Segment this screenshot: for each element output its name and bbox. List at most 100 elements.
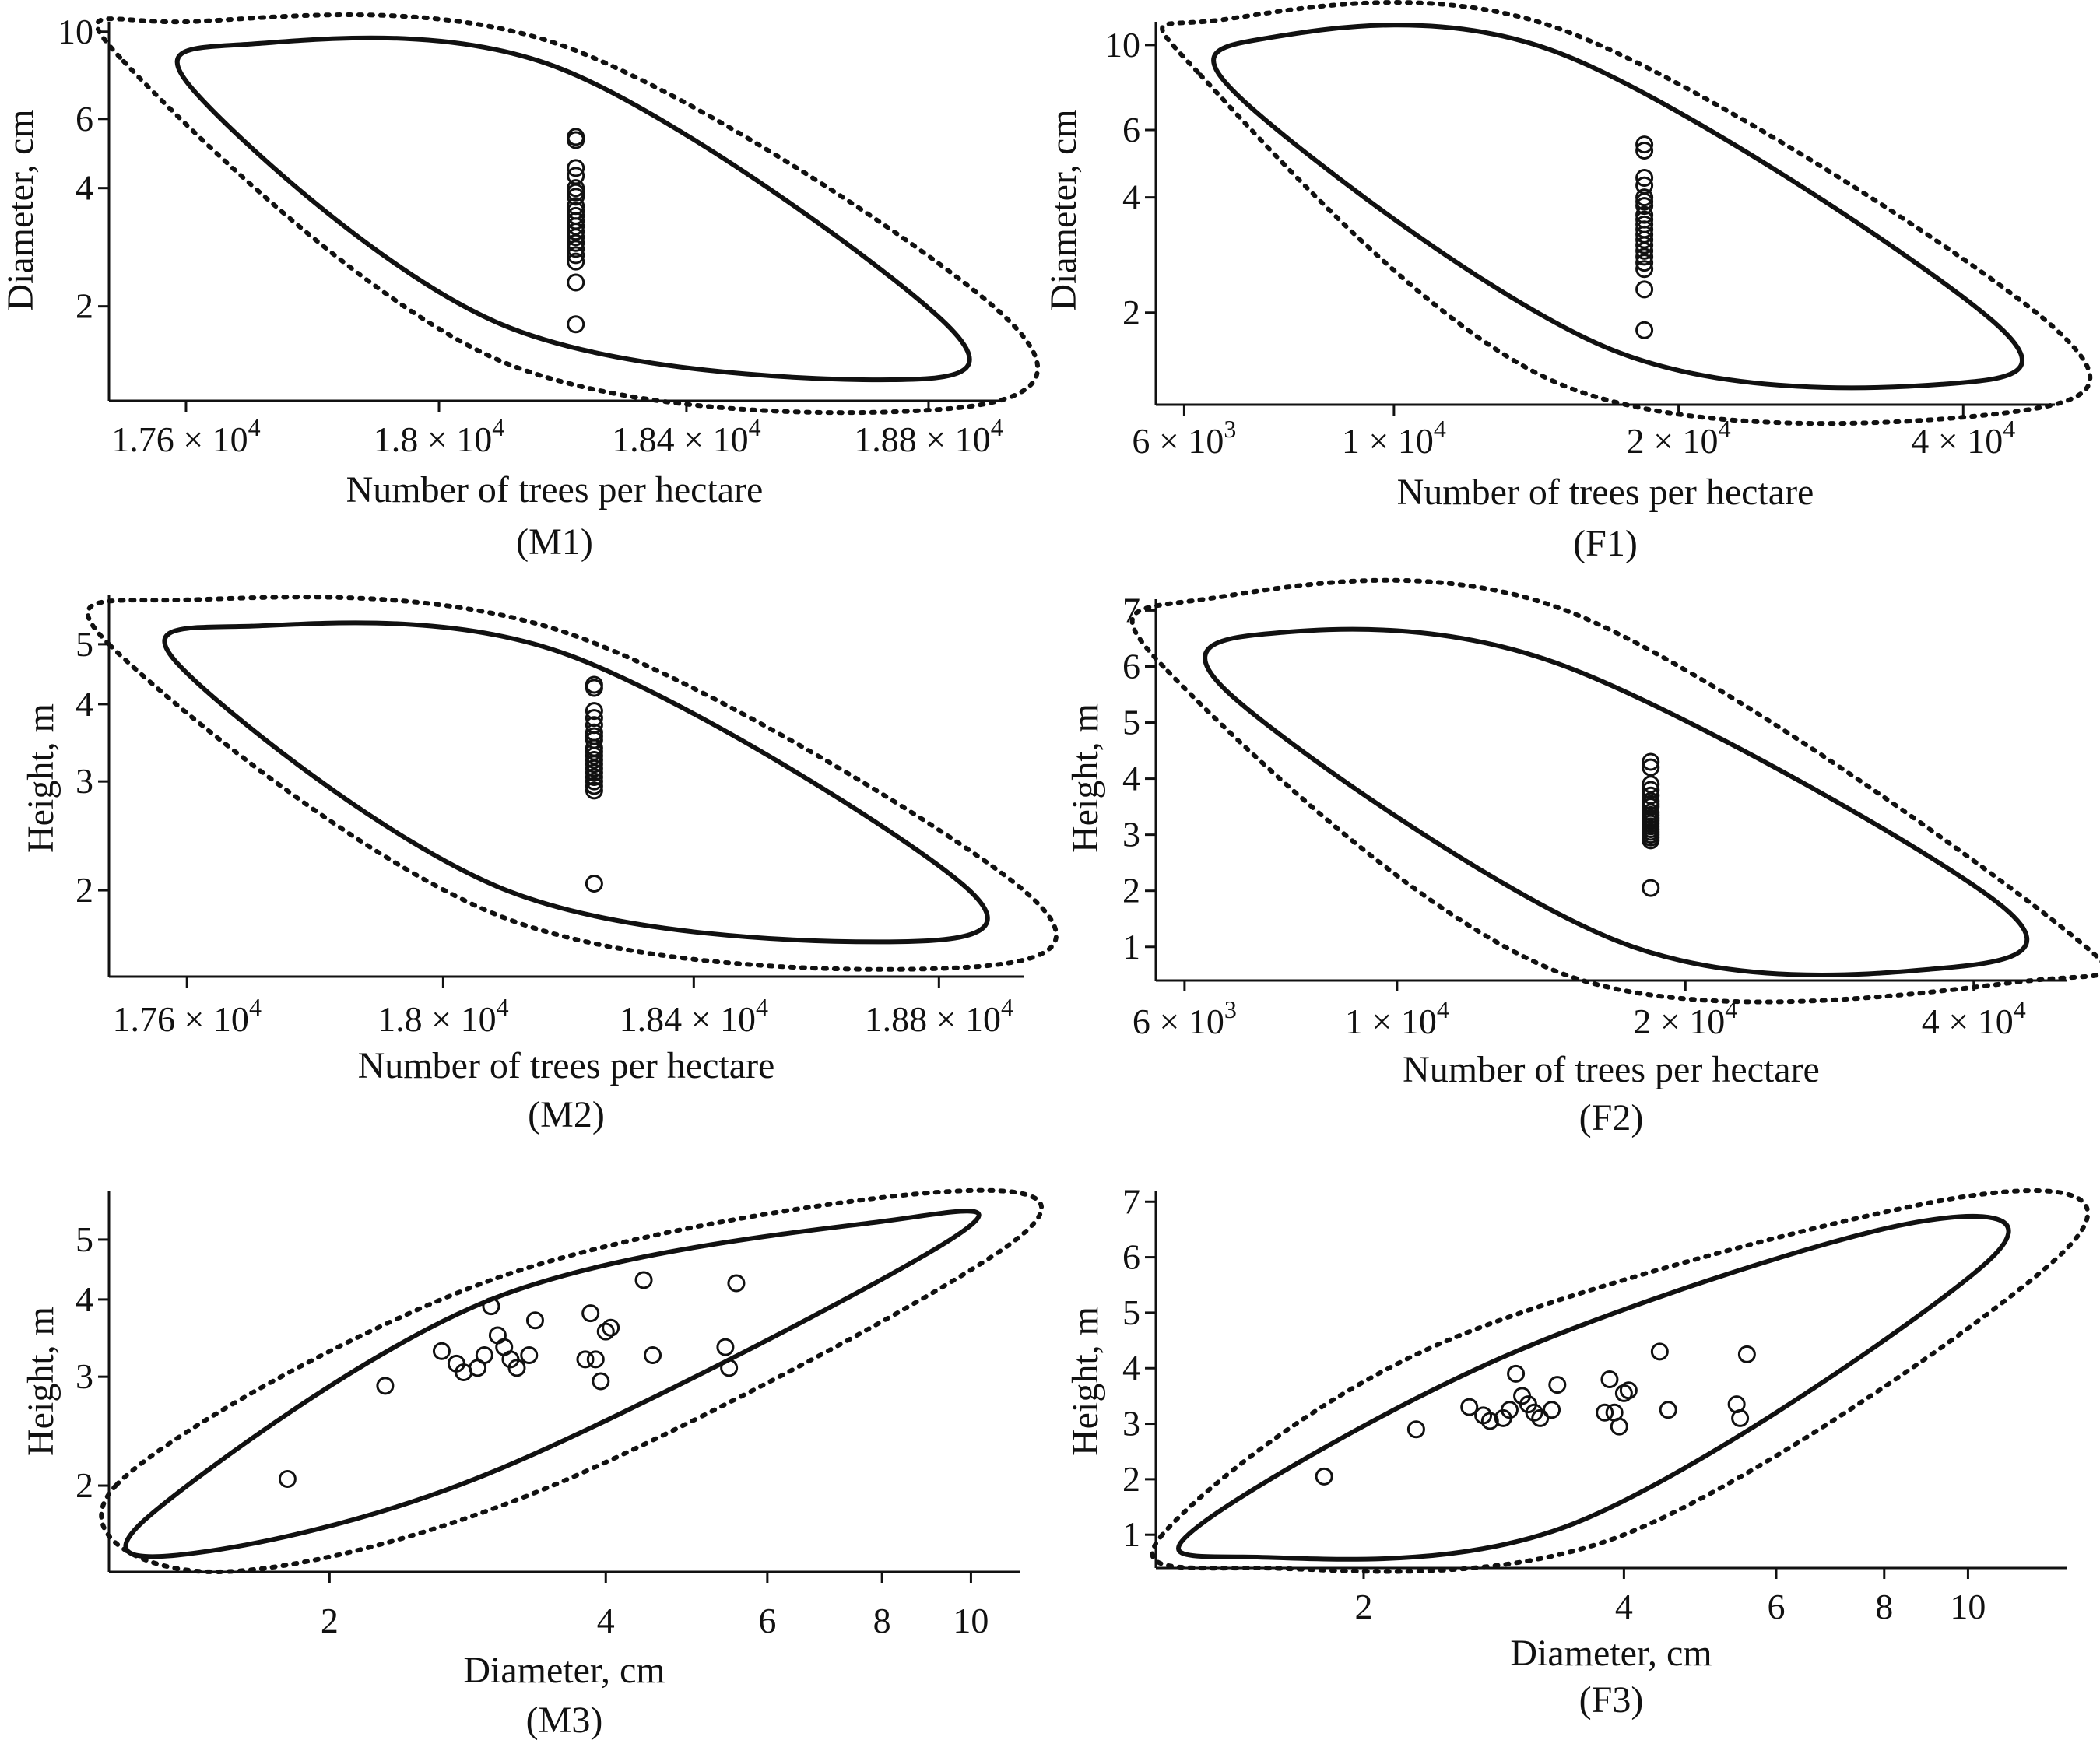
outer-ellipse-dotted xyxy=(99,1187,1045,1575)
data-point xyxy=(1525,1403,1543,1422)
x-tick-label: 1.76 × 104 xyxy=(112,993,261,1039)
outer-ellipse-dotted xyxy=(1129,577,2100,1005)
inner-ellipse-solid xyxy=(1176,1214,2011,1562)
data-point xyxy=(1610,1417,1628,1436)
tick-mantissa: 6 xyxy=(1132,421,1150,461)
times-sign: × 10 xyxy=(675,419,749,459)
tick-mantissa: 2 xyxy=(1627,421,1645,461)
times-sign: × 10 xyxy=(917,419,991,459)
data-point xyxy=(567,246,585,265)
chart-panel-m2: 1.76 × 104 1.8 × 104 1.84 × 104 1.88 × 1042… xyxy=(20,595,1059,1135)
data-point xyxy=(376,1377,395,1395)
data-point xyxy=(1531,1408,1550,1427)
tick-exponent: 3 xyxy=(1224,995,1237,1023)
data-point xyxy=(567,159,585,177)
data-point xyxy=(1635,197,1654,216)
data-point xyxy=(716,1338,735,1356)
data-point xyxy=(1650,1342,1669,1361)
x-tick-label: 4 xyxy=(1615,1587,1633,1626)
y-tick-label: 6 xyxy=(1122,646,1140,686)
data-point xyxy=(1548,1376,1567,1394)
data-point xyxy=(1600,1370,1619,1388)
tick-mantissa: 6 xyxy=(1133,1002,1150,1041)
y-tick-label: 2 xyxy=(76,870,93,910)
data-point xyxy=(525,1311,544,1330)
x-axis-label: Diameter, cm xyxy=(1510,1633,1712,1674)
x-axis-label: Number of trees per hectare xyxy=(1403,1049,1820,1090)
tick-exponent: 4 xyxy=(497,993,509,1021)
times-sign: × 10 xyxy=(927,999,1001,1039)
y-tick-label: 4 xyxy=(76,1279,93,1319)
data-point xyxy=(567,273,585,292)
panel-label: (F1) xyxy=(1573,523,1638,564)
tick-exponent: 4 xyxy=(2014,995,2026,1023)
times-sign: × 10 xyxy=(423,999,497,1039)
data-point xyxy=(567,233,585,252)
data-point xyxy=(586,1350,605,1369)
y-tick-label: 2 xyxy=(76,1465,93,1505)
outer-ellipse-dotted xyxy=(85,595,1059,972)
data-point xyxy=(592,1372,610,1391)
inner-ellipse-solid xyxy=(123,1209,982,1559)
outer-ellipse-dotted xyxy=(94,12,1041,416)
data-point xyxy=(567,252,585,271)
tick-exponent: 4 xyxy=(1001,993,1013,1021)
data-point xyxy=(1642,786,1660,805)
data-point xyxy=(1500,1401,1519,1419)
y-tick-label: 3 xyxy=(1122,1404,1140,1444)
x-tick-label: 1.76 × 104 xyxy=(111,413,260,459)
chart-panel-f2: 6 × 103 1 × 104 2 × 104 4 × 1041234567Numbe… xyxy=(1065,577,2100,1138)
y-tick-label: 7 xyxy=(1122,590,1140,630)
y-tick-label: 5 xyxy=(1122,703,1140,742)
times-sign: × 10 xyxy=(174,419,248,459)
tick-mantissa: 1.76 xyxy=(111,419,174,459)
times-sign: × 10 xyxy=(1363,1002,1437,1041)
x-axis-label: Number of trees per hectare xyxy=(358,1045,775,1086)
data-point xyxy=(585,875,603,893)
y-axis-label: Height, m xyxy=(1065,703,1106,853)
data-point xyxy=(1315,1467,1333,1486)
data-point xyxy=(1642,775,1660,794)
data-point xyxy=(720,1359,739,1377)
times-sign: × 10 xyxy=(1651,1002,1725,1041)
data-point xyxy=(567,183,585,202)
y-tick-label: 5 xyxy=(76,624,93,664)
tick-exponent: 4 xyxy=(492,413,504,441)
y-axis-label: Height, m xyxy=(1065,1307,1106,1456)
data-point xyxy=(1635,254,1654,272)
y-tick-label: 2 xyxy=(1122,1459,1140,1499)
times-sign: × 10 xyxy=(1940,1002,2014,1041)
data-point xyxy=(488,1326,507,1345)
inner-ellipse-solid xyxy=(1203,626,2030,977)
y-axis-label: Diameter, cm xyxy=(0,109,41,310)
data-point xyxy=(1737,1345,1756,1363)
tick-exponent: 4 xyxy=(249,993,262,1021)
data-point xyxy=(1642,752,1660,771)
data-point xyxy=(585,781,603,800)
x-tick-label: 1 × 104 xyxy=(1345,995,1449,1041)
data-point xyxy=(634,1271,653,1289)
data-point xyxy=(567,188,585,206)
data-point xyxy=(1635,230,1654,249)
data-point xyxy=(585,767,603,786)
y-tick-label: 10 xyxy=(1104,25,1140,65)
data-point xyxy=(1480,1412,1499,1430)
x-tick-label: 1 × 104 xyxy=(1342,415,1446,461)
y-tick-label: 4 xyxy=(1122,1348,1140,1387)
data-point xyxy=(432,1342,451,1360)
times-sign: × 10 xyxy=(1929,421,2003,461)
data-point xyxy=(602,1318,620,1337)
tick-exponent: 4 xyxy=(1719,415,1731,443)
panel-label: (M2) xyxy=(528,1094,605,1135)
y-tick-label: 4 xyxy=(76,168,93,208)
x-tick-label: 6 xyxy=(1767,1587,1785,1626)
x-tick-label: 4 × 104 xyxy=(1911,415,2015,461)
x-axis-label: Diameter, cm xyxy=(463,1650,665,1691)
panel-label: (M1) xyxy=(516,521,593,563)
data-point xyxy=(1659,1401,1677,1419)
times-sign: × 10 xyxy=(1360,421,1434,461)
inner-ellipse-solid xyxy=(174,35,972,383)
data-point xyxy=(482,1297,500,1316)
x-axis-label: Number of trees per hectare xyxy=(1397,472,1814,513)
